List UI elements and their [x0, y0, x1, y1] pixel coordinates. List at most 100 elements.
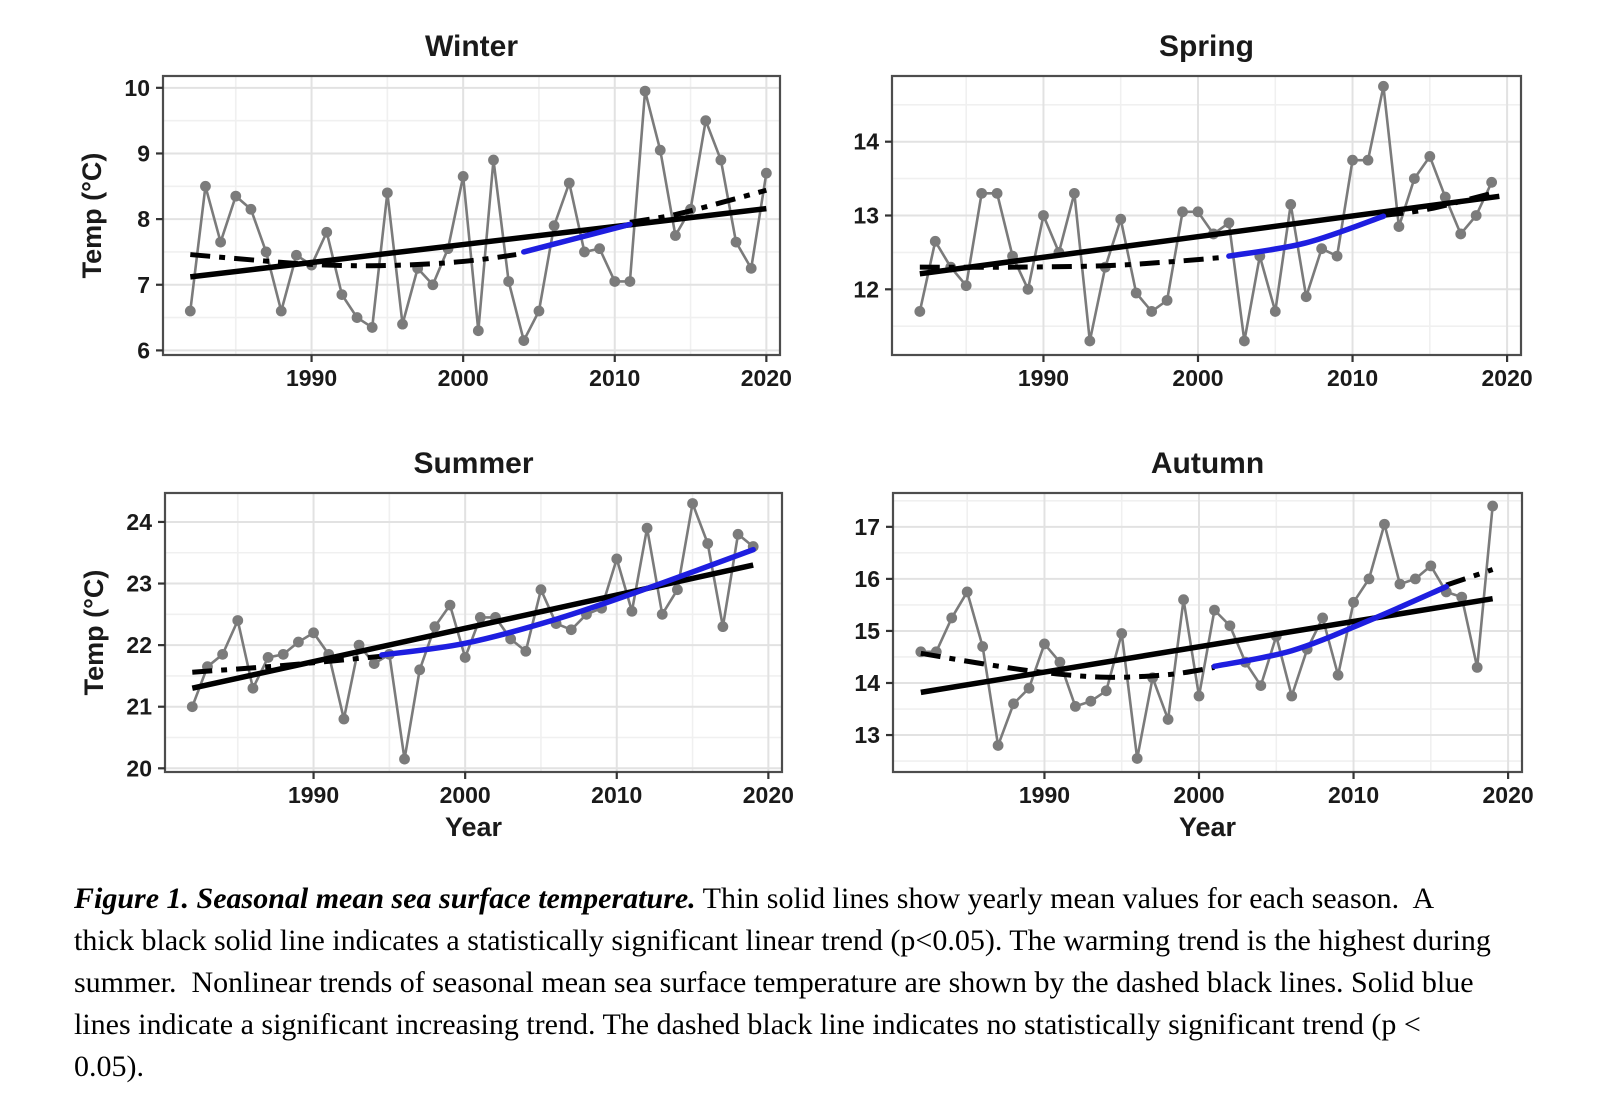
panel-title: Winter	[425, 30, 518, 63]
data-point	[1362, 154, 1374, 166]
data-point	[1085, 695, 1097, 707]
panel-winter: 6 7 8 9 10 1990 2000 2010 2020 Winter Temp (°C)	[77, 30, 792, 391]
y-tick-label: 17	[854, 514, 880, 540]
data-point	[1409, 573, 1421, 585]
data-point	[639, 85, 651, 97]
data-point	[1379, 518, 1390, 530]
data-point	[1317, 612, 1329, 624]
panel-border	[163, 491, 784, 774]
y-tick-label: 8	[137, 206, 150, 232]
data-point	[260, 246, 272, 258]
data-point	[1038, 210, 1049, 221]
x-tick-label: 2010	[591, 782, 642, 808]
data-point	[1146, 306, 1158, 317]
y-tick-label: 14	[853, 129, 879, 155]
data-point	[520, 645, 532, 657]
y-tick-label: 9	[137, 140, 150, 166]
data-point	[715, 154, 727, 166]
significant-increase-trend	[1211, 583, 1450, 670]
x-tick-label: 1990	[286, 365, 337, 391]
y-tick-label: 21	[126, 694, 152, 720]
panel-spring: 12 13 14 1990 2000 2010 2020 Spring	[853, 30, 1532, 391]
data-point	[946, 612, 958, 624]
data-point	[1331, 250, 1343, 262]
panel-summer: 20 21 22 23 24 1990 2000 2010 2020 Summer Temp (°C…	[79, 447, 794, 842]
data-point	[277, 648, 289, 660]
data-point	[1224, 620, 1236, 632]
significant-increase-trend	[379, 546, 756, 658]
data-point	[1192, 206, 1204, 218]
data-point	[535, 584, 547, 596]
data-point	[474, 612, 486, 623]
data-point	[1130, 287, 1142, 299]
data-point	[232, 615, 244, 626]
data-point	[1300, 291, 1312, 303]
panel-border	[161, 74, 782, 357]
significant-increase-trend	[521, 221, 633, 255]
x-tick-label: 1990	[1018, 365, 1069, 391]
data-point	[457, 171, 469, 182]
data-point	[1363, 573, 1375, 585]
data-point	[275, 305, 287, 317]
data-point	[1069, 701, 1081, 712]
x-tick-label: 2020	[1482, 365, 1533, 391]
data-point	[626, 605, 638, 617]
x-tick-label: 2010	[1327, 365, 1378, 391]
data-point	[1348, 596, 1359, 608]
data-point	[505, 633, 517, 645]
data-point	[1394, 578, 1406, 590]
data-point	[1068, 187, 1080, 199]
y-tick-label: 6	[137, 337, 150, 363]
data-point	[1424, 151, 1436, 162]
data-point	[368, 658, 380, 669]
data-point	[670, 230, 681, 241]
data-point	[1177, 206, 1188, 218]
data-point	[656, 608, 668, 620]
data-point	[929, 235, 941, 247]
x-tick-label: 2010	[589, 365, 640, 391]
data-point	[1209, 604, 1220, 616]
caption-body: Thin solid lines show yearly mean values…	[74, 882, 1499, 1083]
data-point	[399, 753, 410, 765]
data-point	[1470, 210, 1482, 221]
data-point	[654, 144, 666, 156]
data-point	[609, 276, 621, 287]
data-point	[992, 740, 1004, 751]
data-point	[1439, 191, 1451, 203]
y-tick-label: 24	[126, 509, 152, 535]
y-tick-label: 15	[854, 618, 880, 644]
data-point	[1255, 680, 1267, 691]
data-point	[444, 599, 456, 611]
data-point	[186, 701, 198, 713]
data-point	[1193, 690, 1205, 702]
x-tick-label: 2020	[1483, 782, 1534, 808]
data-point	[1022, 283, 1034, 295]
data-point	[687, 498, 698, 509]
data-point	[427, 279, 439, 291]
y-axis-title: Temp (°C)	[77, 153, 107, 279]
data-point	[1131, 753, 1143, 764]
y-tick-label: 23	[126, 571, 152, 597]
data-point	[1269, 306, 1281, 317]
caption-lead: Figure 1. Seasonal mean sea surface temp…	[74, 882, 696, 915]
significant-increase-trend	[1226, 213, 1387, 259]
data-point	[472, 325, 484, 337]
data-point	[1084, 335, 1096, 347]
data-point	[548, 220, 560, 232]
data-point	[976, 187, 988, 199]
y-tick-label: 7	[137, 272, 150, 298]
y-tick-label: 12	[853, 276, 879, 302]
data-point	[960, 280, 972, 292]
data-point	[1393, 221, 1405, 232]
data-point	[217, 648, 229, 660]
data-point	[1316, 243, 1328, 255]
data-point	[730, 236, 742, 248]
panel-border	[891, 491, 1524, 774]
y-tick-label: 13	[853, 203, 879, 229]
data-point	[184, 305, 196, 317]
data-point	[336, 289, 348, 300]
data-point	[702, 538, 714, 549]
y-tick-label: 20	[126, 755, 152, 781]
data-point	[293, 636, 304, 648]
nonlinear-trend-dashed	[920, 650, 1215, 680]
